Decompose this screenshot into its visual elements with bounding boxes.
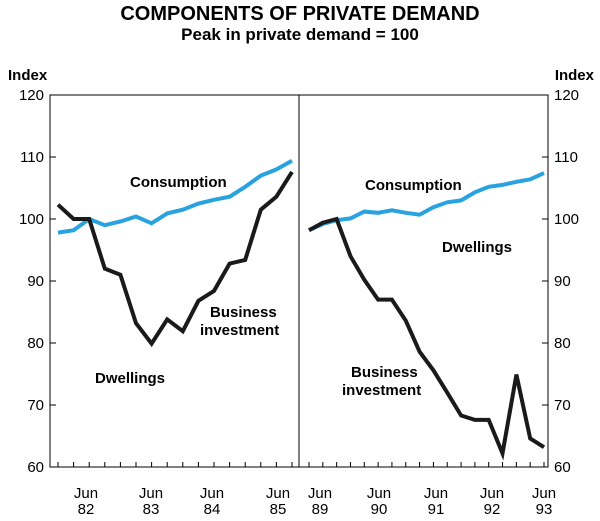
x-tick-label-year: 82 [78, 501, 95, 518]
chart-subtitle: Peak in private demand = 100 [181, 25, 419, 44]
label-dwellings: Dwellings [95, 370, 165, 387]
label-consumption: Consumption [130, 174, 227, 191]
chart-title: COMPONENTS OF PRIVATE DEMAND [120, 3, 479, 25]
x-tick-label-year: 90 [371, 501, 388, 518]
x-tick-label-year: 92 [484, 501, 501, 518]
x-tick-label-month: Jun [480, 485, 504, 502]
x-tick-label-year: 89 [312, 501, 329, 518]
x-tick-label-month: Jun [367, 485, 391, 502]
y-tick-label-left: 110 [20, 149, 44, 166]
y-tick-label-right: 80 [554, 335, 571, 352]
label-business-line1: Business [351, 364, 418, 381]
y-tick-label-left: 90 [27, 273, 44, 290]
x-tick-label-month: Jun [308, 485, 332, 502]
series-line-consumption [57, 158, 293, 235]
x-tick-label-month: Jun [266, 485, 290, 502]
x-tick-label-year: 84 [204, 501, 221, 518]
x-tick-label-year: 83 [143, 501, 160, 518]
series-line-business [308, 216, 546, 461]
y-tick-label-right: 100 [554, 211, 579, 228]
y-tick-label-right: 60 [554, 459, 571, 476]
y-tick-label-left: 80 [27, 335, 44, 352]
y-tick-label-left: 120 [19, 87, 44, 104]
x-tick-label-year: 85 [270, 501, 287, 518]
y-axis-label-left: Index [8, 67, 48, 84]
y-tick-label-right: 90 [554, 273, 571, 290]
label-business-line1: Business [210, 304, 277, 321]
y-tick-label-left: 60 [27, 459, 44, 476]
x-tick-label-month: Jun [139, 485, 163, 502]
y-tick-label-right: 70 [554, 397, 571, 414]
label-business-line2: investment [342, 382, 421, 399]
x-tick-label-month: Jun [74, 485, 98, 502]
y-tick-label-left: 70 [27, 397, 44, 414]
label-consumption: Consumption [365, 177, 462, 194]
x-tick-label-month: Jun [200, 485, 224, 502]
y-tick-label-right: 110 [554, 149, 578, 166]
y-axis-label-right: Index [555, 67, 595, 84]
label-dwellings: Dwellings [442, 239, 512, 256]
x-tick-label-month: Jun [424, 485, 448, 502]
y-tick-label-left: 100 [19, 211, 44, 228]
x-tick-label-year: 91 [428, 501, 445, 518]
label-business-line2: investment [200, 322, 279, 339]
series-line-consumption [308, 171, 545, 233]
x-tick-label-month: Jun [532, 485, 556, 502]
x-tick-label-year: 93 [536, 501, 553, 518]
y-tick-label-right: 120 [554, 87, 579, 104]
series-line-business [56, 170, 294, 348]
